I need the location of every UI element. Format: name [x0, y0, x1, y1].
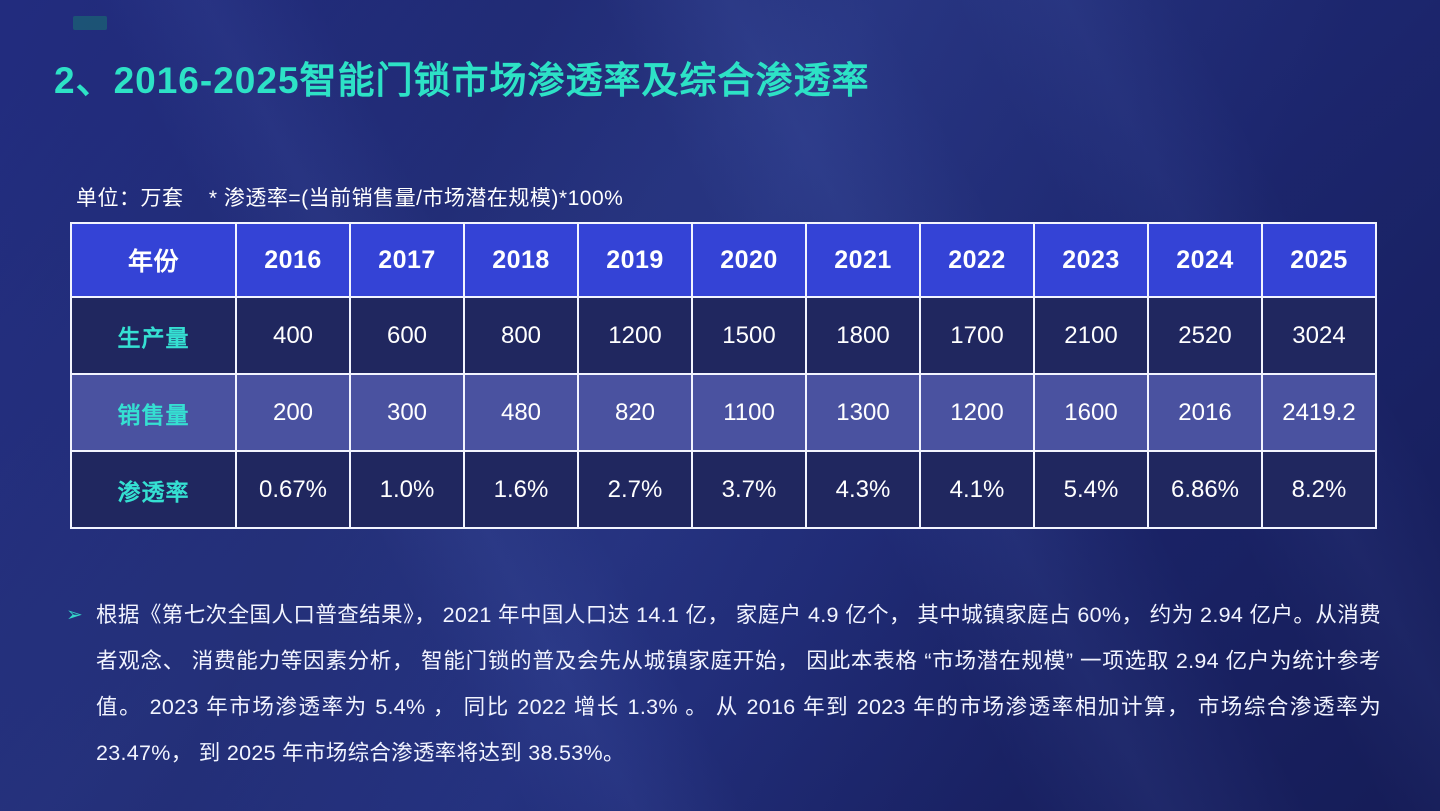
sales-2018: 480 — [463, 373, 579, 452]
production-2016: 400 — [235, 296, 351, 375]
header-cell-2020: 2020 — [691, 222, 807, 298]
sales-2021: 1300 — [805, 373, 921, 452]
table-row-sales: 销售量 200 300 480 820 1100 1300 1200 1600 … — [70, 373, 1377, 452]
production-2019: 1200 — [577, 296, 693, 375]
arrow-bullet-icon: ➢ — [66, 604, 83, 626]
row-label-production: 生产量 — [70, 296, 237, 375]
sales-2017: 300 — [349, 373, 465, 452]
production-2024: 2520 — [1147, 296, 1263, 375]
penetration-table: 年份 2016 2017 2018 2019 2020 2021 2022 20… — [70, 222, 1377, 529]
header-cell-2016: 2016 — [235, 222, 351, 298]
sales-2025: 2419.2 — [1261, 373, 1377, 452]
production-2018: 800 — [463, 296, 579, 375]
header-cell-year-label: 年份 — [70, 222, 237, 298]
penetration-2016: 0.67% — [235, 450, 351, 529]
header-cell-2023: 2023 — [1033, 222, 1149, 298]
production-2020: 1500 — [691, 296, 807, 375]
analysis-note-text: 根据《第七次全国人口普查结果》， 2021 年中国人口达 14.1 亿， 家庭户… — [96, 603, 1381, 765]
header-cell-2024: 2024 — [1147, 222, 1263, 298]
unit-note: 单位：万套 * 渗透率=(当前销售量/市场潜在规模)*100% — [76, 187, 624, 210]
production-2025: 3024 — [1261, 296, 1377, 375]
penetration-2022: 4.1% — [919, 450, 1035, 529]
table-row-penetration: 渗透率 0.67% 1.0% 1.6% 2.7% 3.7% 4.3% 4.1% … — [70, 450, 1377, 529]
sales-2020: 1100 — [691, 373, 807, 452]
header-cell-2017: 2017 — [349, 222, 465, 298]
sales-2019: 820 — [577, 373, 693, 452]
production-2023: 2100 — [1033, 296, 1149, 375]
corner-deco-chip — [73, 16, 107, 30]
sales-2024: 2016 — [1147, 373, 1263, 452]
penetration-2024: 6.86% — [1147, 450, 1263, 529]
penetration-2020: 3.7% — [691, 450, 807, 529]
penetration-2021: 4.3% — [805, 450, 921, 529]
production-2021: 1800 — [805, 296, 921, 375]
penetration-2025: 8.2% — [1261, 450, 1377, 529]
sales-2016: 200 — [235, 373, 351, 452]
penetration-2017: 1.0% — [349, 450, 465, 529]
sales-2023: 1600 — [1033, 373, 1149, 452]
analysis-note: ➢ 根据《第七次全国人口普查结果》， 2021 年中国人口达 14.1 亿， 家… — [66, 592, 1381, 776]
header-cell-2021: 2021 — [805, 222, 921, 298]
header-cell-2019: 2019 — [577, 222, 693, 298]
production-2017: 600 — [349, 296, 465, 375]
header-cell-2025: 2025 — [1261, 222, 1377, 298]
row-label-sales: 销售量 — [70, 373, 237, 452]
penetration-2023: 5.4% — [1033, 450, 1149, 529]
production-2022: 1700 — [919, 296, 1035, 375]
table-row-production: 生产量 400 600 800 1200 1500 1800 1700 2100… — [70, 296, 1377, 375]
penetration-2019: 2.7% — [577, 450, 693, 529]
header-cell-2018: 2018 — [463, 222, 579, 298]
row-label-penetration: 渗透率 — [70, 450, 237, 529]
header-cell-2022: 2022 — [919, 222, 1035, 298]
sales-2022: 1200 — [919, 373, 1035, 452]
penetration-2018: 1.6% — [463, 450, 579, 529]
page-title: 2、2016-2025智能门锁市场渗透率及综合渗透率 — [54, 60, 870, 101]
table-header-row: 年份 2016 2017 2018 2019 2020 2021 2022 20… — [70, 222, 1377, 298]
